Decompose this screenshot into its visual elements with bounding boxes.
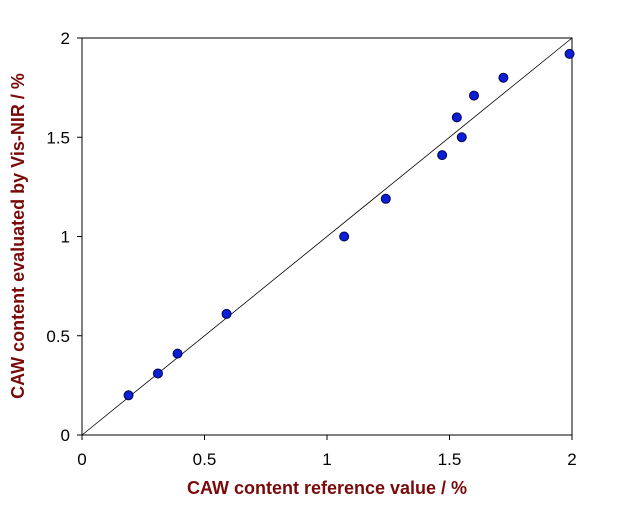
y-tick-label: 1	[61, 228, 70, 247]
point	[339, 231, 350, 242]
point	[564, 48, 575, 59]
point	[456, 132, 467, 143]
reference-line	[81, 37, 573, 436]
point	[123, 390, 134, 401]
y-tick-label: 0	[61, 426, 70, 445]
y-axis-title: CAW content evaluated by Vis-NIR / %	[8, 73, 28, 399]
point	[172, 348, 183, 359]
x-tick-label: 0	[77, 450, 86, 469]
point	[380, 193, 391, 204]
x-axis-title: CAW content reference value / %	[187, 478, 467, 498]
x-tick-label: 0.5	[193, 450, 217, 469]
y-tick-label: 0.5	[46, 327, 70, 346]
point	[498, 72, 509, 83]
point	[221, 308, 232, 319]
point	[152, 368, 163, 379]
x-tick-label: 1.5	[438, 450, 462, 469]
point	[451, 112, 462, 123]
x-tick-label: 2	[567, 450, 576, 469]
y-tick-label: 1.5	[46, 128, 70, 147]
point	[469, 90, 479, 101]
y-tick-label: 2	[61, 29, 70, 48]
x-tick-label: 1	[322, 450, 331, 469]
point	[437, 150, 448, 161]
